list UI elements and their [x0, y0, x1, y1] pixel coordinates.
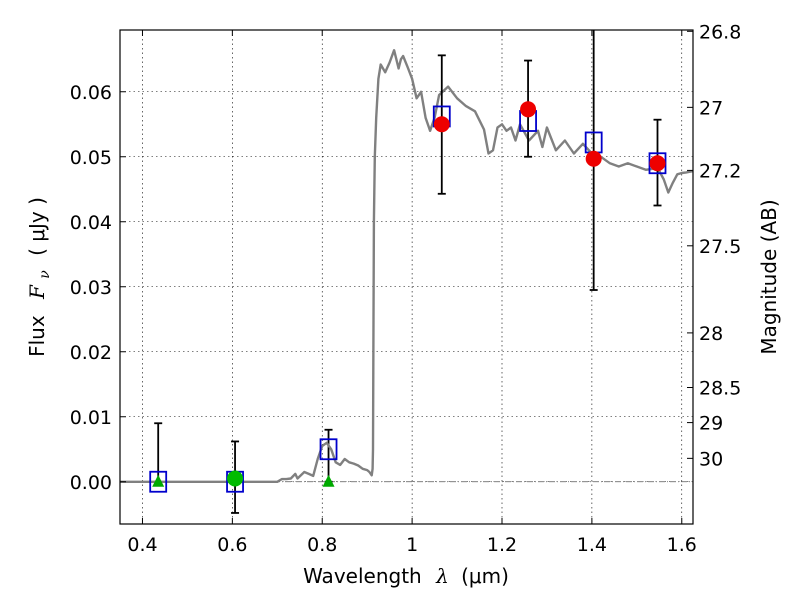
y-tick-label: 0.00 [70, 472, 112, 494]
y2-tick-label: 27.2 [699, 160, 741, 182]
x-tick-label: 1.6 [667, 534, 697, 556]
y-tick-label: 0.05 [70, 147, 112, 169]
grid-lines [120, 30, 693, 524]
plot-frame [119, 29, 694, 525]
x-axis-label: Wavelength λ (μm) [303, 564, 509, 588]
axis-ticks: 0.4 0.6 0.8 1 1.2 1.4 1.6 0.00 0.01 0.02 0.03 0.04 0… [70, 21, 742, 556]
x-tick-label: 1 [406, 534, 418, 556]
y2-tick-label: 27 [699, 97, 723, 119]
detection-point [227, 470, 244, 487]
y2-tick-label: 28.5 [699, 378, 741, 400]
detection-point [649, 155, 666, 172]
y-tick-label: 0.01 [70, 407, 112, 429]
x-tick-label: 1.4 [577, 534, 607, 556]
model-photometry-square [319, 438, 338, 461]
x-tick-label: 0.8 [307, 534, 337, 556]
y2-tick-label: 28 [699, 323, 723, 345]
upper-limit-triangle [152, 474, 165, 487]
y-tick-label: 0.03 [70, 277, 112, 299]
y-tick-label: 0.06 [70, 82, 112, 104]
detection-point [520, 101, 537, 118]
y2-tick-label: 27.5 [699, 236, 741, 258]
y2-axis-label: Magnitude (AB) [757, 199, 781, 354]
model-photometry-square [149, 470, 168, 493]
detection-point [433, 116, 450, 133]
x-tick-label: 1.2 [487, 534, 517, 556]
detection-point [585, 150, 602, 167]
plot-marks [120, 30, 694, 514]
y-tick-label: 0.02 [70, 342, 112, 364]
x-tick-label: 0.6 [217, 534, 247, 556]
x-tick-label: 0.4 [127, 534, 157, 556]
y-tick-label: 0.04 [70, 212, 112, 234]
y2-tick-label: 26.8 [699, 21, 741, 43]
y2-tick-label: 29 [699, 413, 723, 435]
upper-limit-triangle [322, 474, 335, 487]
model-spectrum-line [120, 49, 694, 483]
y-axis-label: Flux F ν ( μJy ) [25, 197, 54, 357]
y2-tick-label: 30 [699, 448, 723, 470]
